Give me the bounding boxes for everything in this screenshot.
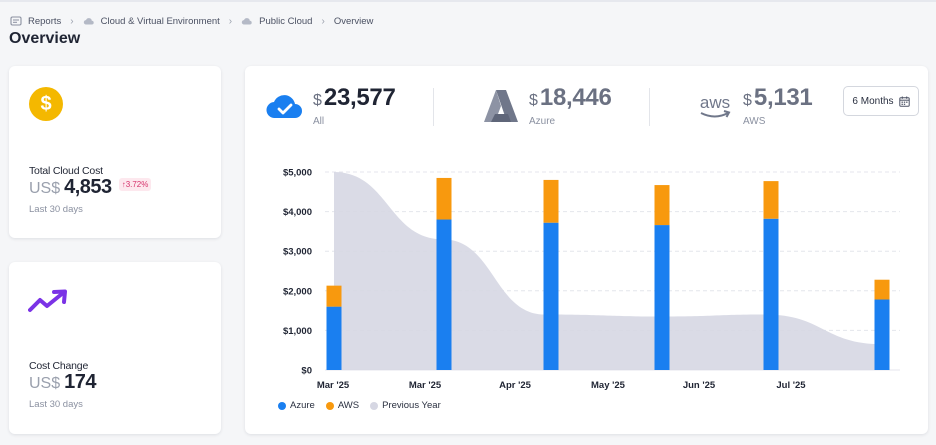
x-tick-label: Jul '25: [776, 380, 806, 391]
kpi-value-row: US$ 4,853 ↑3.72%: [29, 176, 152, 199]
legend-label: Previous Year: [382, 400, 441, 411]
report-icon: [10, 15, 22, 27]
x-tick-label: Apr '25: [499, 380, 532, 391]
arrow-up-icon: ↑: [121, 180, 126, 189]
change-badge: ↑3.72%: [118, 178, 152, 191]
cloud-icon: [241, 15, 253, 27]
bar-aws: [874, 279, 890, 300]
summary-aws: aws $ 5,131 AWS: [695, 84, 813, 127]
cost-change-card: Cost Change US$ 174 Last 30 days: [9, 262, 221, 434]
chevron-right-icon: ›: [70, 15, 74, 27]
bar-aws: [654, 185, 670, 226]
bar-aws: [543, 179, 559, 223]
chevron-right-icon: ›: [228, 15, 233, 27]
bar-azure: [543, 222, 559, 370]
summary-all: $ 23,577 All: [265, 84, 396, 127]
legend-item-previous-year[interactable]: Previous Year: [370, 400, 441, 411]
azure-logo-icon: [484, 90, 518, 122]
x-tick-label: Mar '25: [317, 380, 350, 391]
legend-label: AWS: [337, 400, 360, 411]
summary-label: AWS: [743, 116, 766, 127]
summary-label: All: [313, 116, 325, 127]
breadcrumb-label: Overview: [333, 15, 374, 27]
cloud-icon: [83, 15, 95, 27]
bar-azure: [436, 219, 452, 370]
cost-bar-chart: $0 $1,000 $2,000 $3,000 $4,000 $5,000 Mar '25 M…: [283, 168, 900, 391]
trend-up-icon: [28, 289, 67, 312]
bar-azure: [654, 225, 670, 370]
legend-item-aws[interactable]: AWS: [325, 400, 360, 411]
period-select-button[interactable]: 6 Months: [843, 86, 919, 116]
breadcrumb-label: Reports: [28, 15, 62, 27]
y-tick-label: $1,000: [283, 326, 312, 337]
divider: [649, 88, 650, 126]
dollar-icon: $: [29, 87, 63, 121]
kpi-subtitle: Last 30 days: [29, 399, 83, 410]
breadcrumb-cloud-virtual[interactable]: Cloud & Virtual Environment: [83, 15, 220, 27]
calendar-icon: [898, 96, 910, 107]
legend-swatch: [325, 401, 334, 410]
chevron-right-icon: ›: [321, 15, 325, 27]
y-tick-label: $2,000: [283, 286, 312, 297]
breadcrumb-label: Public Cloud: [259, 15, 313, 27]
aws-logo-icon: aws: [700, 93, 731, 118]
breadcrumb-reports[interactable]: Reports: [10, 15, 61, 27]
bar-aws: [436, 177, 452, 220]
kpi-subtitle: Last 30 days: [29, 204, 83, 215]
summary-amount: 23,577: [323, 84, 396, 111]
breadcrumb-public-cloud[interactable]: Public Cloud: [241, 15, 312, 27]
x-tick-label: May '25: [591, 380, 626, 391]
x-tick-label: Mar '25: [409, 380, 442, 391]
y-tick-label: $3,000: [283, 247, 312, 258]
breadcrumb-overview: Overview: [334, 16, 374, 27]
chart-legend: Azure AWS Previous Year: [278, 400, 441, 411]
bar-azure: [874, 299, 890, 370]
cost-chart-card: $ 23,577 All $ 18,446 Azure aws: [245, 66, 928, 434]
breadcrumb: Reports › Cloud & Virtual Environment › …: [10, 13, 373, 29]
currency-symbol: $: [313, 92, 322, 109]
change-badge-label: 3.72%: [125, 180, 149, 189]
currency-symbol: $: [743, 92, 752, 109]
page-title: Overview: [9, 30, 81, 47]
summary-azure: $ 18,446 Azure: [481, 84, 612, 127]
summary-label: Azure: [529, 116, 556, 127]
previous-year-area: [334, 172, 882, 370]
legend-swatch: [370, 401, 379, 410]
legend-swatch: [278, 401, 286, 410]
bar-azure: [763, 218, 779, 370]
kpi-label: Total Cloud Cost: [29, 165, 103, 177]
x-tick-label: Jun '25: [683, 380, 716, 391]
currency-label: US$: [29, 180, 61, 197]
y-tick-label: $0: [301, 366, 312, 377]
summary-amount: 18,446: [539, 84, 612, 111]
kpi-value: 4,853: [64, 176, 112, 198]
bar-aws: [763, 181, 779, 219]
bar-aws: [326, 285, 342, 307]
y-tick-label: $4,000: [283, 207, 312, 218]
breadcrumb-label: Cloud & Virtual Environment: [100, 15, 220, 27]
kpi-value: 174: [64, 371, 96, 393]
legend-item-azure[interactable]: Azure: [278, 400, 315, 411]
top-divider: [0, 0, 936, 2]
kpi-label: Cost Change: [29, 360, 89, 372]
period-label: 6 Months: [852, 95, 894, 107]
svg-text:aws: aws: [700, 93, 730, 112]
total-cloud-cost-card: $ Total Cloud Cost US$ 4,853 ↑3.72% Last…: [9, 66, 221, 238]
summary-amount: 5,131: [753, 84, 813, 111]
y-tick-label: $5,000: [283, 168, 312, 179]
bar-azure: [326, 306, 342, 370]
legend-label: Azure: [290, 400, 315, 411]
kpi-value-row: US$ 174: [29, 371, 96, 394]
currency-label: US$: [29, 375, 61, 392]
divider: [433, 88, 434, 126]
currency-symbol: $: [529, 92, 538, 109]
cloud-check-icon: [266, 95, 302, 119]
